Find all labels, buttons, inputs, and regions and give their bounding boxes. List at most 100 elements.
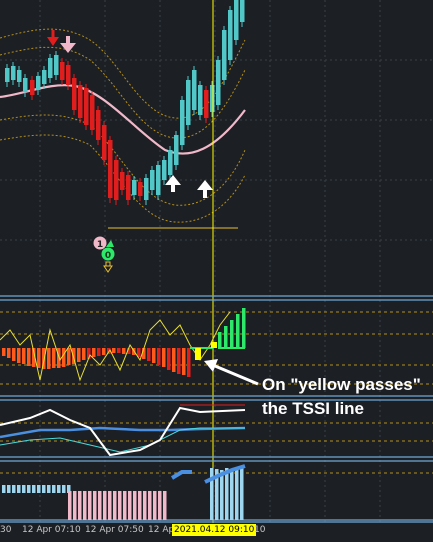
- time-axis: 30 12 Apr 07:10 12 Apr 07:50 12 Apr 2021…: [0, 523, 433, 542]
- histo-pink-bar-18: [158, 491, 162, 520]
- histo-right-bar-1: [215, 469, 219, 520]
- buy-arrow-2-icon: [197, 180, 213, 198]
- tssi-green-bar-1: [224, 326, 228, 348]
- candle-body-12: [78, 85, 83, 118]
- histo-blue-bar-5: [27, 485, 31, 493]
- tssi-yellow-line: [0, 311, 231, 382]
- tssi-bar-6: [32, 348, 36, 367]
- tssi-bar-24: [122, 348, 126, 354]
- tssi-bar-28: [142, 348, 146, 359]
- candle-body-10: [66, 65, 71, 85]
- time-label-4: 10: [254, 525, 266, 535]
- candle-body-14: [90, 95, 95, 130]
- candle-body-20: [126, 175, 131, 200]
- candle-body-39: [240, 0, 245, 22]
- histo-blue-bar-11: [57, 485, 61, 493]
- candle-body-21: [132, 180, 137, 195]
- histo-pink-bar-15: [143, 491, 147, 520]
- annotation-arrow-icon: [204, 359, 259, 386]
- histo-blue-bar-6: [32, 485, 36, 493]
- time-label-3: 12 Apr: [148, 525, 178, 535]
- tssi-bar-34: [172, 348, 176, 372]
- tssi-bar-3: [17, 348, 21, 363]
- tssi-bar-8: [42, 348, 46, 369]
- histo-pink-bar-10: [118, 491, 122, 520]
- histo-right-bar-4: [230, 469, 234, 520]
- grid-vertical: [39, 0, 381, 523]
- candle-body-28: [174, 135, 179, 165]
- tssi-bar-13: [67, 348, 71, 365]
- tssi-bar-17: [87, 348, 91, 359]
- tssi-bar-4: [22, 348, 26, 364]
- trend-lines-panel: [0, 404, 433, 457]
- tssi-bar-2: [12, 348, 16, 361]
- candle-body-29: [180, 100, 185, 145]
- tssi-bar-25: [127, 348, 131, 354]
- tssi-green-bar-0: [218, 332, 222, 348]
- tssi-bar-1: [7, 348, 11, 358]
- histo-pink-bar-0: [68, 491, 72, 520]
- candle-body-32: [198, 85, 203, 115]
- histo-pink-bar-5: [93, 491, 97, 520]
- tssi-bar-29: [147, 348, 151, 361]
- small-green-arrow-icon: [106, 240, 114, 247]
- candle-body-4: [30, 80, 35, 95]
- candle-body-1: [11, 66, 16, 80]
- tssi-bar-16: [82, 348, 86, 360]
- tssi-bar-9: [47, 348, 51, 369]
- histo-pink-bar-1: [73, 491, 77, 520]
- annotation-line-2: the TSSI line: [262, 399, 365, 418]
- tssi-bar-19: [97, 348, 101, 356]
- candle-body-0: [5, 68, 10, 82]
- histo-right-bar-5: [235, 470, 239, 520]
- candle-body-2: [17, 70, 22, 82]
- candle-body-5: [36, 76, 41, 90]
- histo-blue-bar-8: [42, 485, 46, 493]
- histo-pink-bar-16: [148, 491, 152, 520]
- tssi-bar-37: [187, 348, 191, 377]
- tssi-green-bar-3: [236, 314, 240, 348]
- tssi-bar-12: [62, 348, 66, 367]
- signal-one-marker: 1: [93, 236, 107, 250]
- histo-blue-bar-9: [47, 485, 51, 493]
- small-yellow-arrow-icon: [103, 261, 113, 273]
- histo-blue-bar-2: [12, 485, 16, 493]
- candle-body-22: [138, 182, 143, 196]
- tssi-bar-36: [182, 348, 186, 375]
- candle-body-35: [216, 60, 221, 105]
- candle-body-25: [156, 165, 161, 195]
- candle-body-6: [42, 70, 47, 84]
- candle-body-31: [192, 70, 197, 110]
- candle-body-26: [162, 160, 167, 180]
- histo-pink-bar-13: [133, 491, 137, 520]
- histo-pink-bar-12: [128, 491, 132, 520]
- histo-right-bar-6: [240, 468, 244, 520]
- candle-body-7: [48, 58, 53, 78]
- tssi-green-bar-4: [242, 308, 246, 348]
- moving-average-line: [0, 84, 246, 155]
- candle-body-19: [120, 172, 125, 190]
- candles: [5, 0, 245, 205]
- candle-body-17: [108, 140, 113, 198]
- signal-zero-label: 0: [105, 251, 111, 261]
- candle-body-9: [60, 62, 65, 80]
- histo-pink-bar-3: [83, 491, 87, 520]
- sell-arrow-pink-icon: [60, 36, 76, 53]
- histo-pink-bar-7: [103, 491, 107, 520]
- candle-body-24: [150, 170, 155, 190]
- signal-one-label: 1: [97, 240, 103, 250]
- tssi-green-bar-2: [230, 320, 234, 348]
- candle-body-18: [114, 160, 119, 200]
- tssi-bar-0: [2, 348, 6, 356]
- time-label-1: 12 Apr 07:10: [22, 525, 81, 535]
- histo-pink-bar-19: [163, 491, 167, 520]
- tssi-bar-31: [157, 348, 161, 365]
- sell-arrow-red-icon: [47, 30, 59, 46]
- histo-blue-bar-3: [17, 485, 21, 493]
- histo-blue-bar-10: [52, 485, 56, 493]
- tssi-bar-32: [162, 348, 166, 367]
- histo-pink-bar-14: [138, 491, 142, 520]
- candle-body-37: [228, 10, 233, 60]
